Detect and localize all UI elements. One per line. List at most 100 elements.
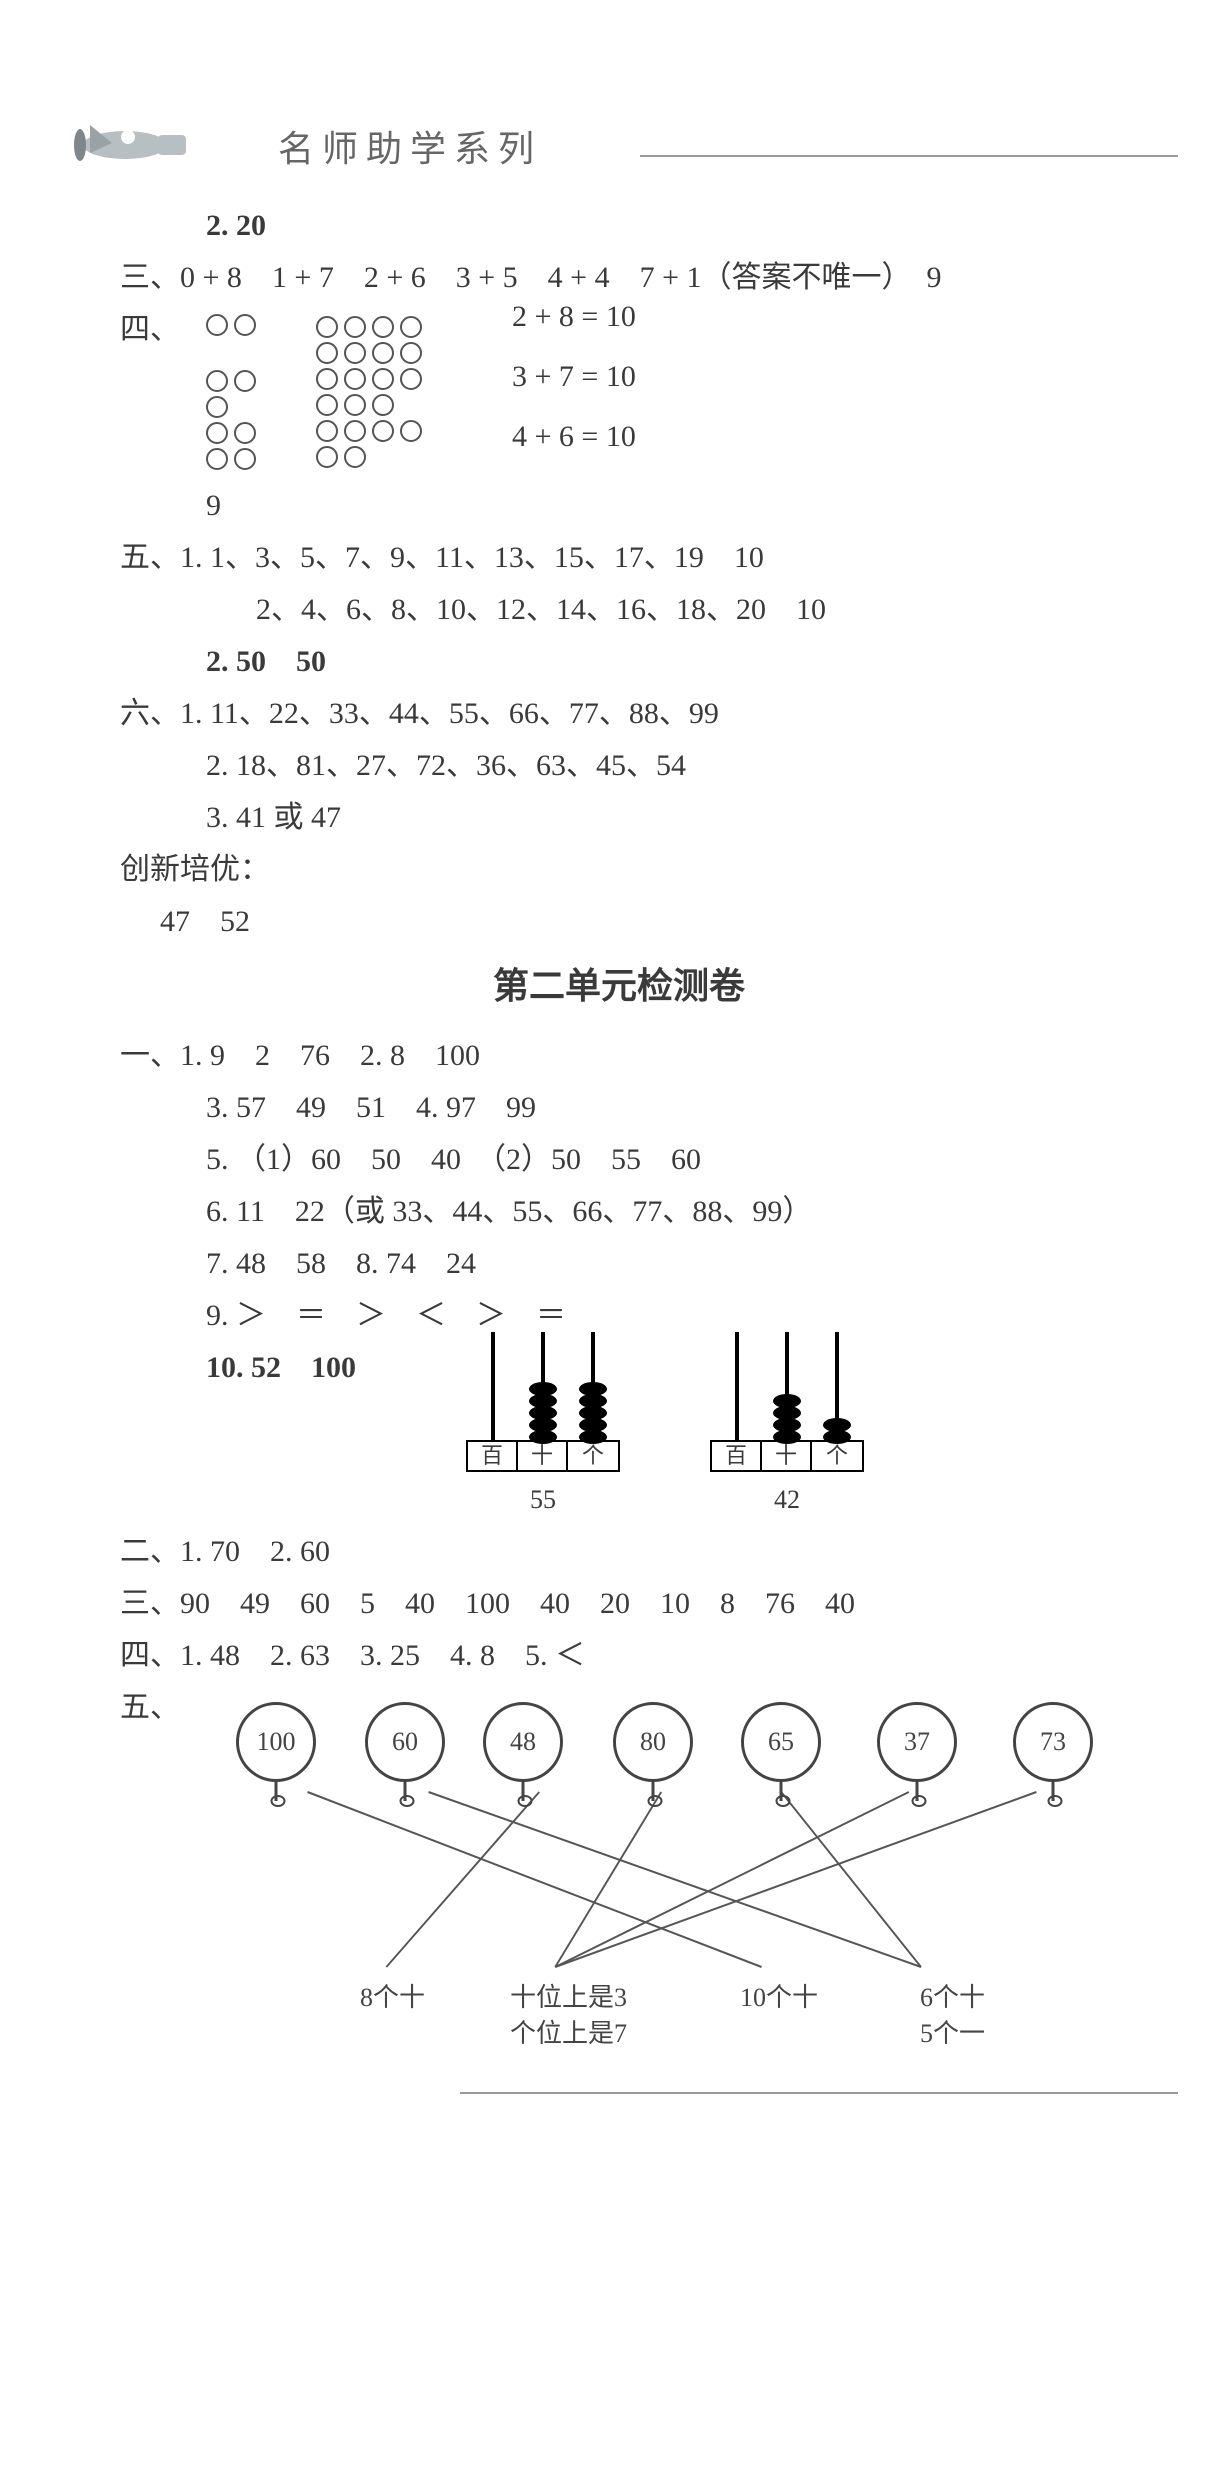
abacus-place-label: 十 (762, 1442, 812, 1470)
match-label: 5个一 (920, 2008, 985, 2060)
circle-icon (372, 420, 394, 442)
section-6-3: 3. 41 或 47 (120, 792, 1118, 844)
cxpy-label: 创新培优： (120, 844, 1118, 896)
circle-row (206, 448, 256, 470)
abacus-bead (823, 1430, 851, 1444)
circle-icon (344, 368, 366, 390)
banner-text: 名师助学系列 (278, 129, 542, 169)
abacus-column (568, 1332, 618, 1442)
u2-5-label: 五、 (120, 1682, 180, 2052)
balloon: 73 (1013, 1702, 1093, 1782)
cxpy-val: 47 52 (120, 896, 1118, 948)
match-line (555, 1792, 1036, 1967)
match-line (781, 1792, 921, 1967)
balloon: 48 (483, 1702, 563, 1782)
u2-1-1: 一、1. 9 2 76 2. 8 100 (120, 1030, 1118, 1082)
balloon: 80 (613, 1702, 693, 1782)
circle-row (206, 396, 256, 418)
circle-equation (512, 454, 636, 480)
balloon-matching: 1006048806537738个十十位上是3个位上是710个十6个十5个一 (180, 1692, 1118, 2052)
answer-content: 2. 20 三、0 + 8 1 + 7 2 + 6 3 + 5 4 + 4 7 … (40, 200, 1178, 2052)
circle-icon (344, 342, 366, 364)
circle-icon (234, 370, 256, 392)
circle-equation: 3 + 7 = 10 (512, 364, 636, 390)
u2-3: 三、90 49 60 5 40 100 40 20 10 8 76 40 (120, 1578, 1118, 1630)
circle-icon (316, 316, 338, 338)
balloon-tail-icon (652, 1779, 655, 1801)
section-4-tail: 9 (120, 480, 1118, 532)
u2-2: 二、1. 70 2. 60 (120, 1526, 1118, 1578)
abacus: 百十个55 (466, 1332, 620, 1526)
circle-icon (206, 314, 228, 336)
section-5-1b: 2、4、6、8、10、12、14、16、18、20 10 (120, 584, 1118, 636)
match-line (386, 1792, 539, 1967)
series-banner: 名师助学系列 (200, 120, 620, 180)
abacus-column (812, 1332, 862, 1442)
abacus: 百十个 42 (710, 1332, 864, 1526)
circle-icon (234, 448, 256, 470)
section-6-1: 六、1. 11、22、33、44、55、66、77、88、99 (120, 688, 1118, 740)
circle-icon (344, 446, 366, 468)
circle-icon (316, 394, 338, 416)
circle-row (206, 314, 256, 336)
circle-icon (206, 396, 228, 418)
header: 名师助学系列 (40, 60, 1178, 180)
circle-icon (400, 420, 422, 442)
section-3: 三、0 + 8 1 + 7 2 + 6 3 + 5 4 + 4 7 + 1（答案… (120, 252, 1118, 304)
circle-row (206, 340, 256, 366)
circle-icon (344, 316, 366, 338)
balloon: 100 (236, 1702, 316, 1782)
u2-1-7: 7. 48 58 8. 74 24 (120, 1238, 1118, 1290)
unit2-title: 第二单元检测卷 (120, 948, 1118, 1030)
section-5-2: 2. 50 50 (206, 645, 326, 678)
circle-icon (206, 370, 228, 392)
circle-equation: 4 + 6 = 10 (512, 424, 636, 450)
circle-icon (316, 368, 338, 390)
u2-4: 四、1. 48 2. 63 3. 25 4. 8 5. ＜ (120, 1630, 1118, 1682)
circle-icon (316, 420, 338, 442)
abacus-place-label: 个 (812, 1442, 862, 1470)
match-label: 8个十 (360, 1972, 425, 2024)
section-6-2: 2. 18、81、27、72、36、63、45、54 (120, 740, 1118, 792)
circle-equation (512, 394, 636, 420)
match-label: 个位上是7 (510, 2008, 627, 2060)
circle-icon (400, 316, 422, 338)
circle-equation (512, 334, 636, 360)
balloon: 37 (877, 1702, 957, 1782)
circle-row (316, 368, 422, 390)
airplane-icon (70, 105, 190, 175)
abacus-bead (579, 1430, 607, 1444)
circle-row (316, 446, 422, 468)
footer-rule (460, 2092, 1178, 2094)
u2-1-10: 10. 52 100 (206, 1351, 356, 1384)
circle-icon (316, 446, 338, 468)
circle-row (206, 370, 256, 392)
header-rule (640, 155, 1178, 157)
circle-equation: 2 + 8 = 10 (512, 304, 636, 330)
u2-1-5: 5. （1）60 50 40 （2）50 55 60 (120, 1134, 1118, 1186)
abacus-bead (529, 1430, 557, 1444)
abacus-column (712, 1332, 762, 1442)
abacus-place-label: 百 (712, 1442, 762, 1470)
circle-row (206, 422, 256, 444)
circle-icon (206, 422, 228, 444)
balloon-tail-icon (275, 1779, 278, 1801)
u2-1-3: 3. 57 49 51 4. 97 99 (120, 1082, 1118, 1134)
circle-icon (372, 368, 394, 390)
abacus-column (762, 1332, 812, 1442)
abacus-value: 42 (774, 1474, 800, 1526)
abacus-bead (773, 1430, 801, 1444)
circle-row (316, 394, 422, 416)
circle-icon (400, 342, 422, 364)
circle-row (316, 316, 422, 338)
balloon: 65 (741, 1702, 821, 1782)
circle-row (316, 342, 422, 364)
circle-icon (372, 316, 394, 338)
circle-icon (206, 448, 228, 470)
abacus-column (518, 1332, 568, 1442)
section-4-label: 四、 (120, 304, 206, 356)
u2-1-6: 6. 11 22（或 33、44、55、66、77、88、99） (120, 1186, 1118, 1238)
circle-icon (316, 342, 338, 364)
abacus-value: 55 (530, 1474, 556, 1526)
balloon: 60 (365, 1702, 445, 1782)
